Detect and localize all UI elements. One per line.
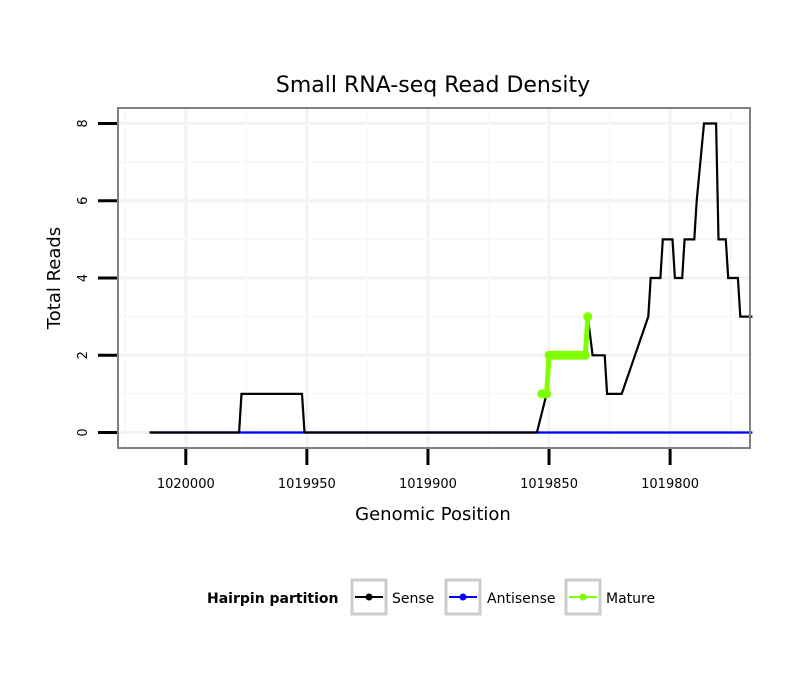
data-point-mature — [542, 389, 552, 399]
x-axis-title: Genomic Position — [355, 504, 511, 525]
plot-border — [117, 107, 751, 449]
x-axis: 1020000 1019950 1019900 1019850 1019800 — [157, 449, 699, 492]
y-axis-title: Total Reads — [44, 227, 65, 330]
y-axis: 0 2 4 6 8 — [76, 119, 117, 437]
legend-label-sense: Sense — [392, 591, 434, 607]
legend-dot-sense — [365, 593, 373, 601]
legend-dot-mature — [579, 593, 587, 601]
legend-label-mature: Mature — [606, 591, 655, 607]
data-point-mature — [580, 350, 590, 360]
chart-title: Small RNA-seq Read Density — [276, 73, 590, 98]
y-tick-label: 4 — [76, 274, 91, 282]
series-layer — [149, 122, 753, 434]
x-tick-label: 1019850 — [520, 477, 578, 492]
y-tick-label: 2 — [76, 351, 91, 359]
series-line-sense — [149, 122, 753, 434]
x-tick-label: 1020000 — [157, 477, 215, 492]
legend: Hairpin partition Sense Antisense Mature — [207, 578, 655, 616]
data-point-mature — [583, 312, 593, 322]
y-tick-label: 8 — [76, 119, 91, 127]
grid-lines — [118, 108, 750, 448]
legend-label-antisense: Antisense — [487, 591, 556, 607]
x-tick-label: 1019950 — [278, 477, 336, 492]
legend-dot-antisense — [459, 593, 467, 601]
x-tick-label: 1019800 — [641, 477, 699, 492]
y-tick-label: 6 — [76, 197, 91, 205]
y-tick-label: 0 — [76, 428, 91, 436]
x-tick-label: 1019900 — [399, 477, 457, 492]
legend-title: Hairpin partition — [207, 591, 338, 607]
